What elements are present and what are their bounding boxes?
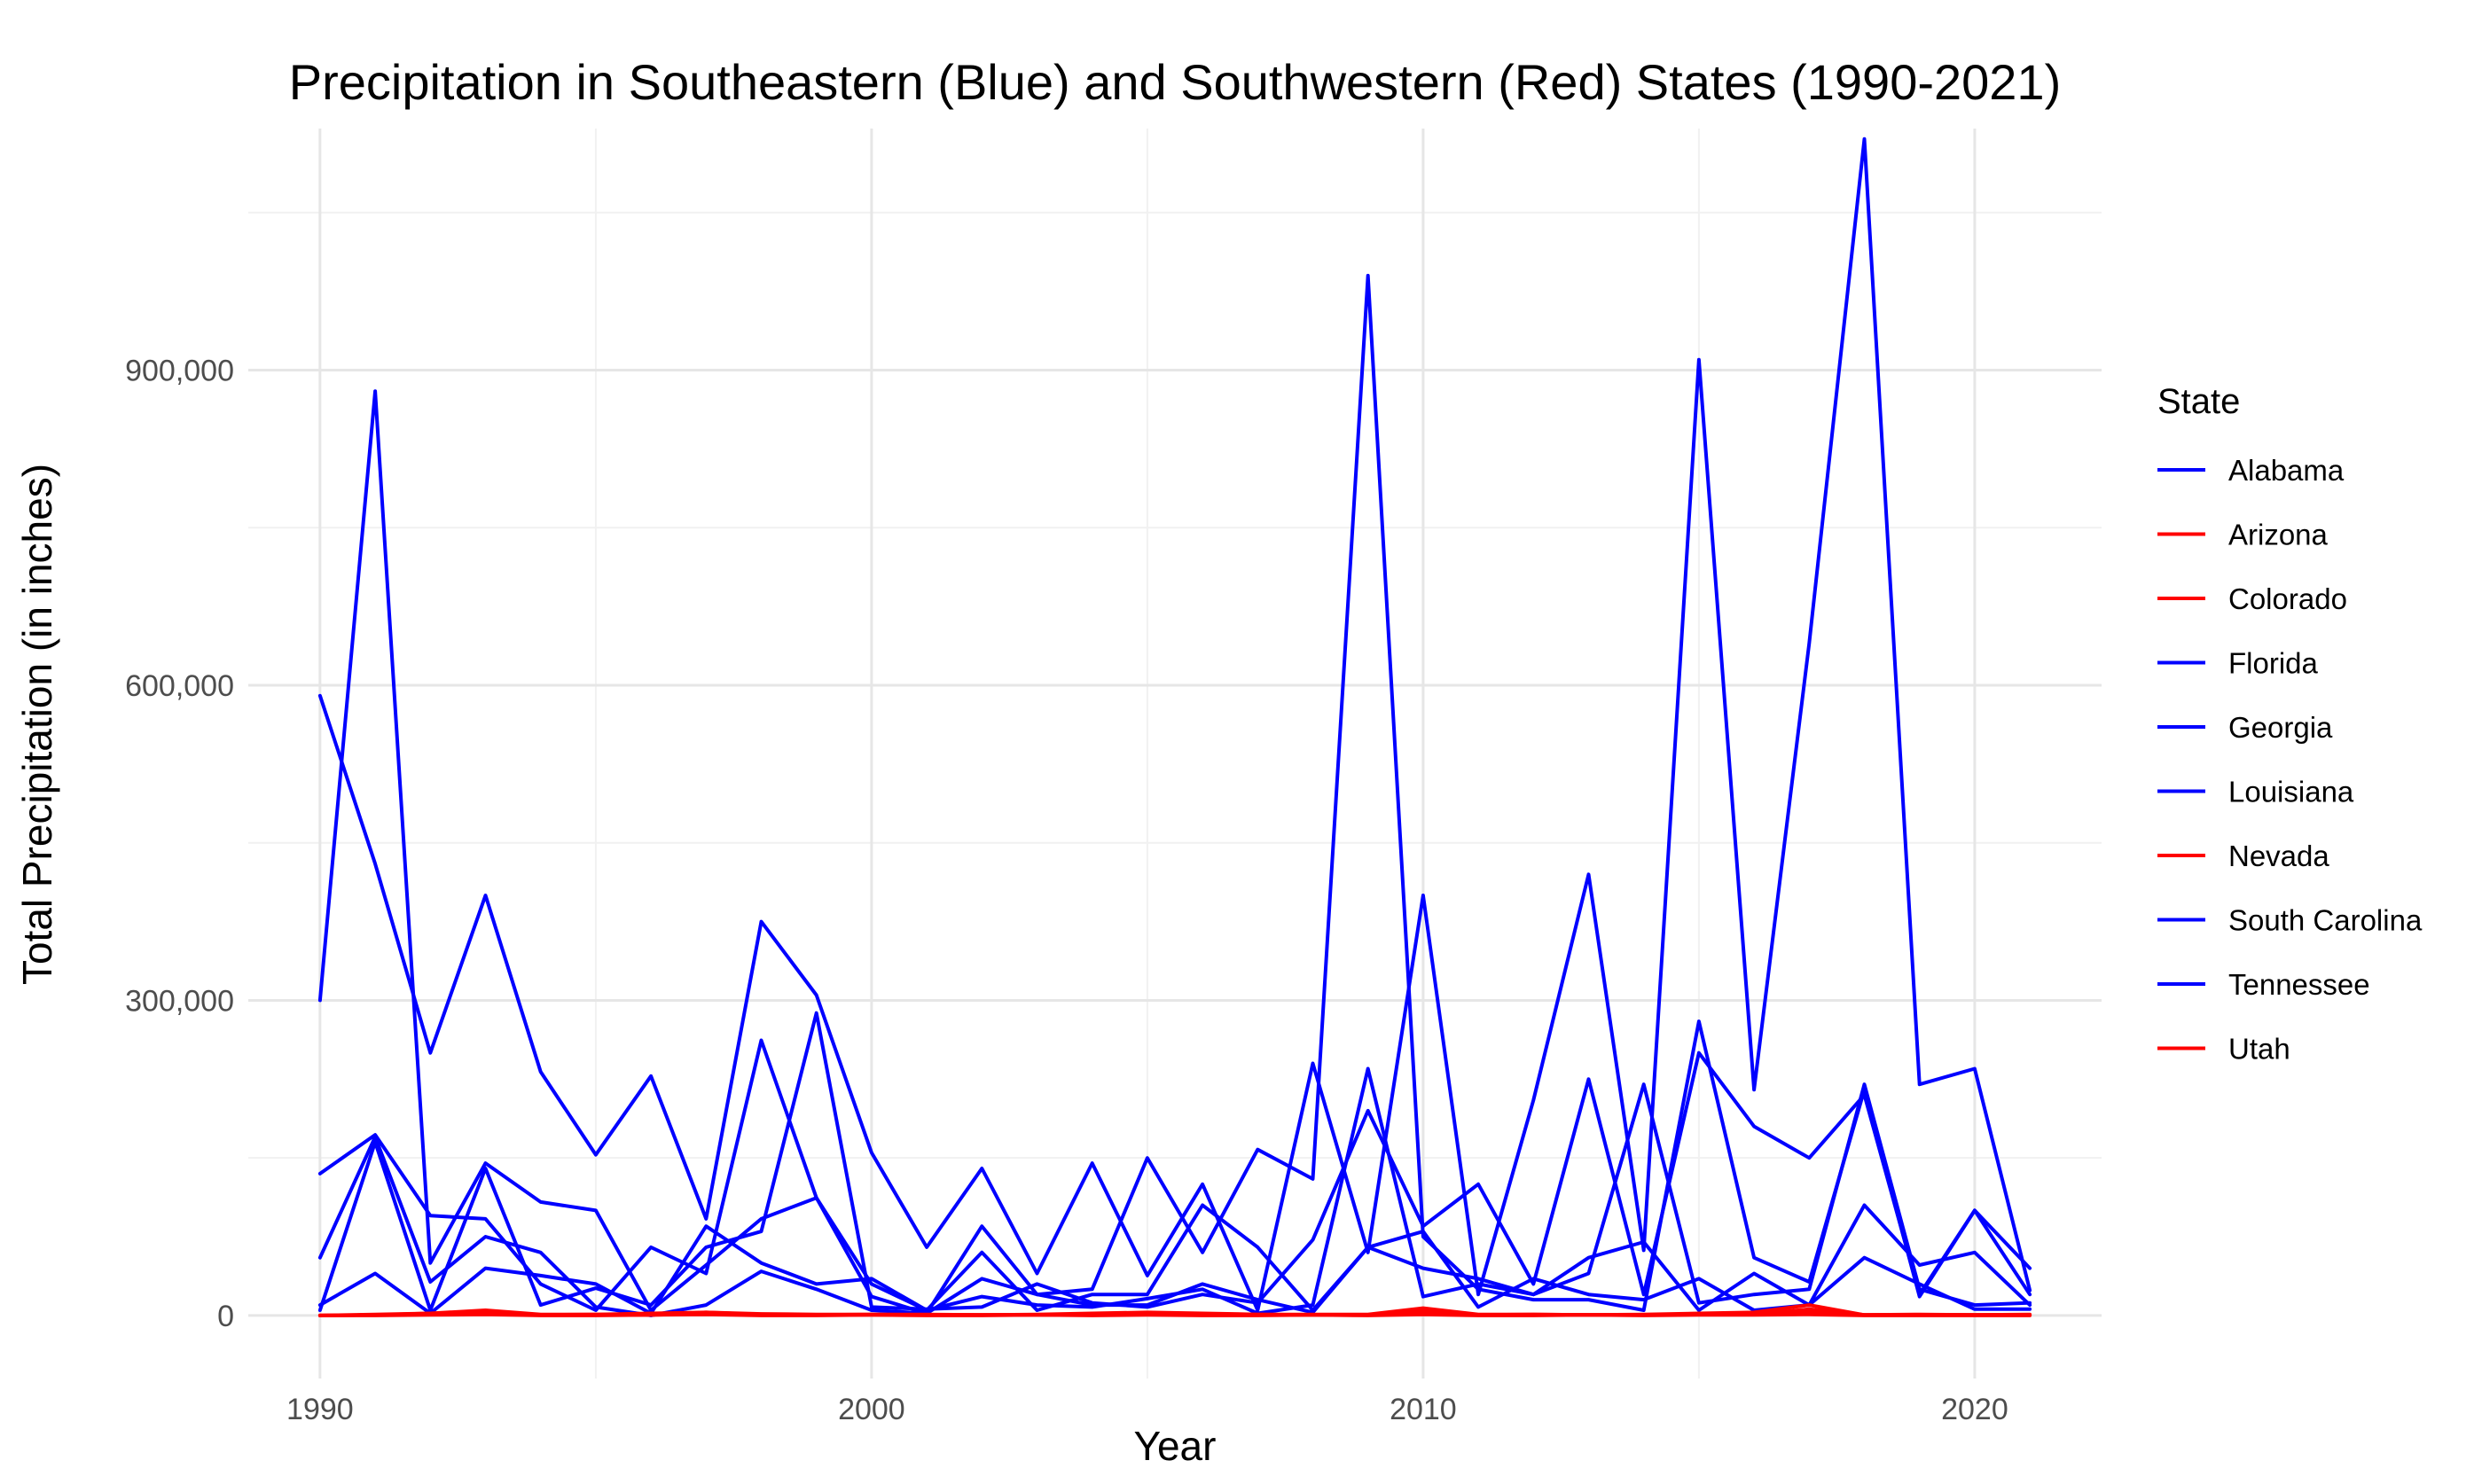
legend-label: Nevada [2228,840,2329,872]
series-line-south-carolina [317,1135,2032,1317]
series-line-utah [317,1309,2032,1317]
legend: State Alabama Arizona Colorado Florida Georg… [2157,382,2423,1066]
legend-label: Alabama [2228,454,2345,487]
x-tick-label: 2020 [1941,1393,2008,1426]
chart-title: Precipitation in Southeastern (Blue) and… [289,54,2061,110]
series-line-tennessee [317,1011,2032,1312]
legend-label: South Carolina [2228,904,2423,937]
legend-item-alabama: Alabama [2157,454,2345,487]
x-tick-label: 2010 [1390,1393,1457,1426]
y-axis-title: Total Precipitation (in inches) [14,464,60,985]
legend-item-nevada: Nevada [2157,840,2329,872]
y-tick-label: 300,000 [125,984,234,1018]
gridlines [248,129,2102,1379]
series-line-louisiana [317,1203,2032,1316]
legend-label: Arizona [2228,519,2329,551]
legend-label: Utah [2228,1033,2290,1066]
x-axis-title: Year [1134,1423,1217,1469]
y-tick-label: 0 [217,1300,234,1333]
legend-label: Colorado [2228,582,2347,615]
series-lines [317,137,2032,1317]
x-tick-label: 2000 [838,1393,905,1426]
legend-title: State [2157,382,2240,421]
series-line-florida [317,137,2032,1312]
legend-item-tennessee: Tennessee [2157,968,2370,1001]
legend-item-louisiana: Louisiana [2157,776,2354,808]
legend-item-utah: Utah [2157,1033,2290,1066]
legend-label: Florida [2228,647,2319,680]
legend-item-georgia: Georgia [2157,711,2333,744]
series-line-georgia [317,273,2032,1316]
series-line-alabama [317,389,2032,1316]
legend-item-south-carolina: South Carolina [2157,904,2423,937]
legend-label: Louisiana [2228,776,2354,808]
y-tick-label: 600,000 [125,669,234,703]
y-tick-label: 900,000 [125,355,234,388]
x-tick-label: 1990 [286,1393,354,1426]
legend-item-colorado: Colorado [2157,582,2347,615]
legend-item-arizona: Arizona [2157,519,2329,551]
legend-label: Tennessee [2228,968,2370,1001]
legend-item-florida: Florida [2157,647,2319,680]
axes: 0 300,000 600,000 900,000 1990 2000 2010 2020 [125,355,2008,1426]
legend-label: Georgia [2228,711,2333,744]
